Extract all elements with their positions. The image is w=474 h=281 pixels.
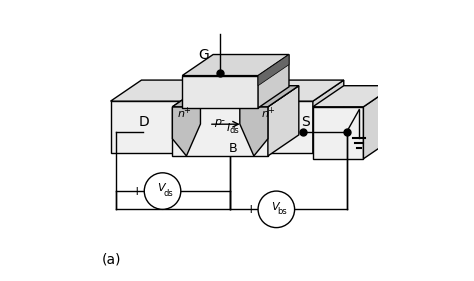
Polygon shape xyxy=(201,65,271,86)
Text: G: G xyxy=(198,48,209,62)
Text: -: - xyxy=(184,185,189,198)
Polygon shape xyxy=(182,76,258,108)
Text: V: V xyxy=(271,201,279,212)
Text: -: - xyxy=(220,115,224,125)
Polygon shape xyxy=(313,86,394,107)
Circle shape xyxy=(258,191,295,228)
Text: S: S xyxy=(301,115,310,129)
Polygon shape xyxy=(110,101,313,153)
Polygon shape xyxy=(173,107,268,156)
Text: bs: bs xyxy=(278,207,287,216)
Text: V: V xyxy=(157,183,165,193)
Text: B: B xyxy=(228,142,237,155)
Polygon shape xyxy=(258,55,289,86)
Text: n: n xyxy=(177,109,184,119)
Circle shape xyxy=(144,173,181,209)
Polygon shape xyxy=(313,107,364,159)
Text: +: + xyxy=(132,185,143,198)
Polygon shape xyxy=(268,86,299,156)
Text: ds: ds xyxy=(230,126,240,135)
Text: ds: ds xyxy=(164,189,173,198)
Polygon shape xyxy=(201,102,240,107)
Text: +: + xyxy=(267,106,274,115)
Polygon shape xyxy=(364,86,394,159)
Polygon shape xyxy=(173,86,299,107)
Text: D: D xyxy=(139,115,150,129)
Polygon shape xyxy=(173,86,231,107)
Text: p: p xyxy=(214,117,221,127)
Text: +: + xyxy=(183,106,190,115)
Polygon shape xyxy=(182,55,289,76)
Polygon shape xyxy=(240,86,299,107)
Text: +: + xyxy=(246,203,256,216)
Polygon shape xyxy=(173,107,201,156)
Polygon shape xyxy=(110,80,344,101)
Polygon shape xyxy=(240,107,268,156)
Polygon shape xyxy=(258,55,289,108)
Text: I: I xyxy=(227,123,230,133)
Text: -: - xyxy=(298,203,302,216)
Polygon shape xyxy=(313,80,344,153)
Text: (a): (a) xyxy=(102,253,122,267)
Text: n: n xyxy=(262,109,269,119)
